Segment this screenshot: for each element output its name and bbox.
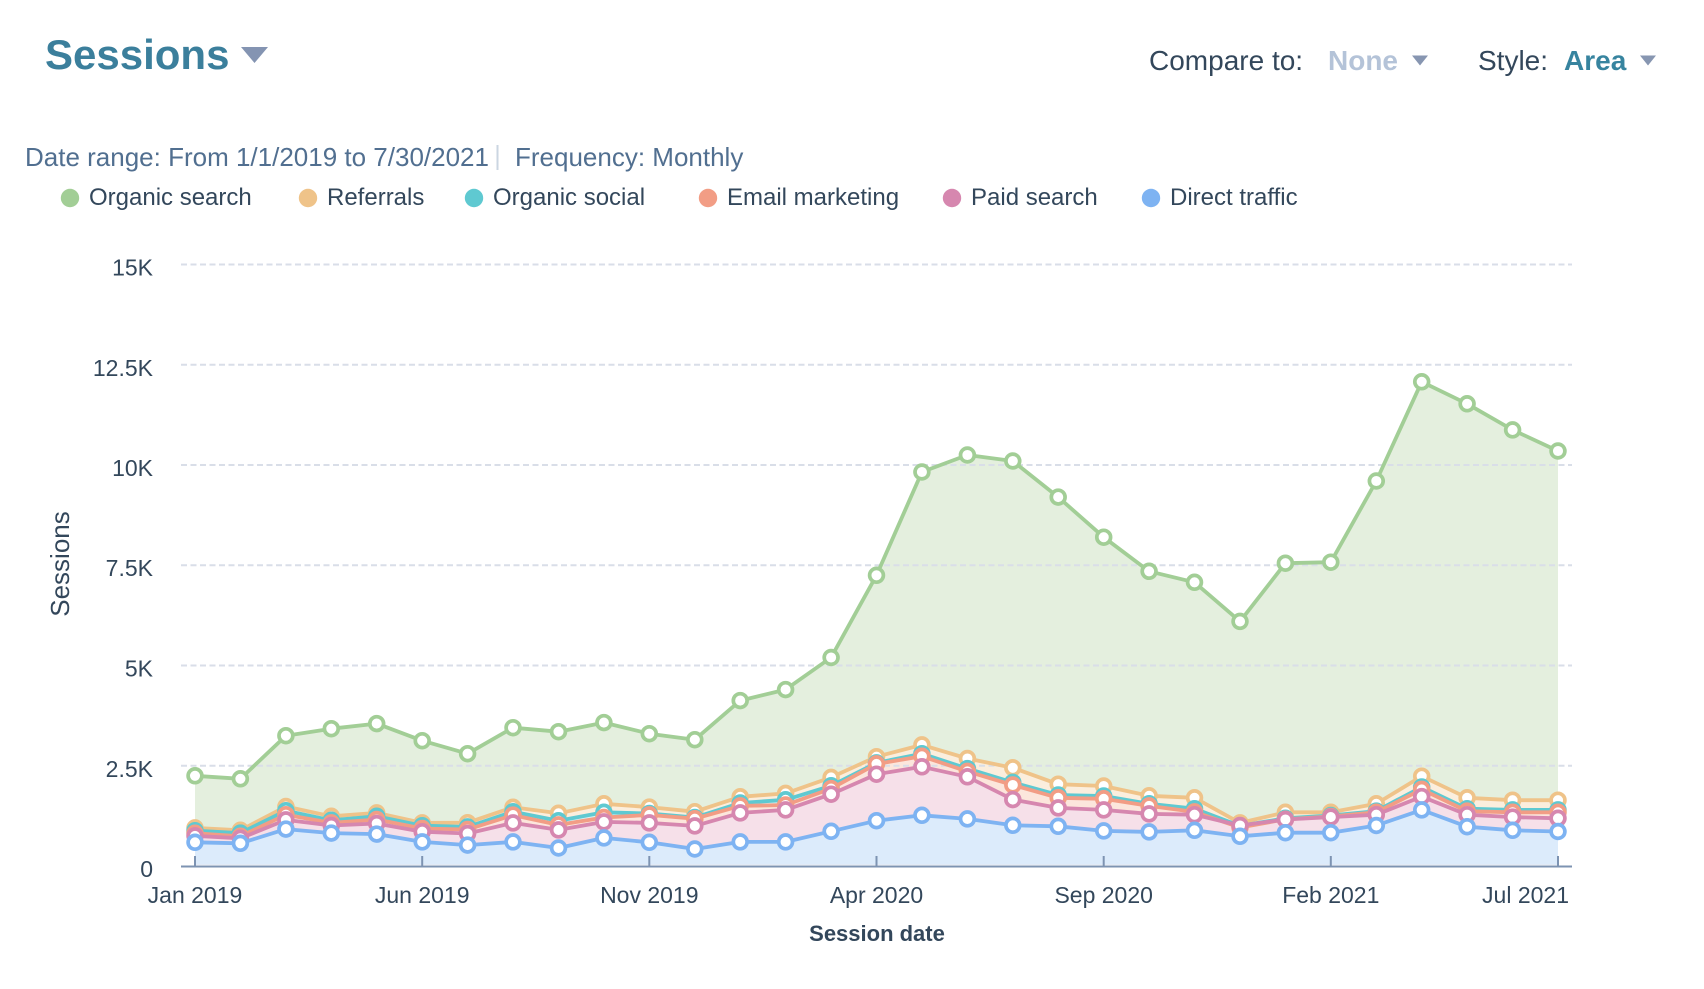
svg-text:Sep 2020: Sep 2020 — [1054, 882, 1152, 908]
svg-text:Email marketing: Email marketing — [727, 184, 899, 211]
svg-text:Sessions: Sessions — [45, 511, 75, 617]
svg-text:Referrals: Referrals — [327, 184, 424, 211]
svg-text:Feb 2021: Feb 2021 — [1282, 882, 1379, 908]
svg-text:Organic search: Organic search — [89, 184, 252, 211]
svg-text:10K: 10K — [112, 455, 154, 481]
svg-text:Frequency: Monthly: Frequency: Monthly — [515, 142, 743, 172]
svg-text:Session date: Session date — [809, 921, 945, 946]
svg-text:None: None — [1328, 45, 1398, 76]
svg-text:Area: Area — [1564, 45, 1627, 76]
svg-text:Style:: Style: — [1478, 45, 1548, 76]
svg-text:2.5K: 2.5K — [106, 756, 154, 782]
svg-text:Date range: From 1/1/2019 to 7: Date range: From 1/1/2019 to 7/30/2021 — [25, 142, 489, 172]
svg-text:Nov 2019: Nov 2019 — [600, 882, 698, 908]
svg-text:Compare to:: Compare to: — [1149, 45, 1303, 76]
svg-text:5K: 5K — [125, 656, 154, 682]
svg-text:Jun 2019: Jun 2019 — [375, 882, 470, 908]
svg-text:Apr 2020: Apr 2020 — [830, 882, 923, 908]
svg-text:7.5K: 7.5K — [106, 555, 154, 581]
svg-text:Organic social: Organic social — [493, 184, 645, 211]
svg-text:Direct traffic: Direct traffic — [1170, 184, 1298, 211]
svg-text:Jan 2019: Jan 2019 — [148, 882, 243, 908]
svg-text:Paid search: Paid search — [971, 184, 1098, 211]
svg-text:12.5K: 12.5K — [93, 355, 154, 381]
svg-text:Jul 2021: Jul 2021 — [1482, 882, 1569, 908]
svg-text:0: 0 — [140, 856, 153, 882]
svg-text:15K: 15K — [112, 255, 154, 281]
svg-text:Sessions: Sessions — [45, 31, 229, 78]
